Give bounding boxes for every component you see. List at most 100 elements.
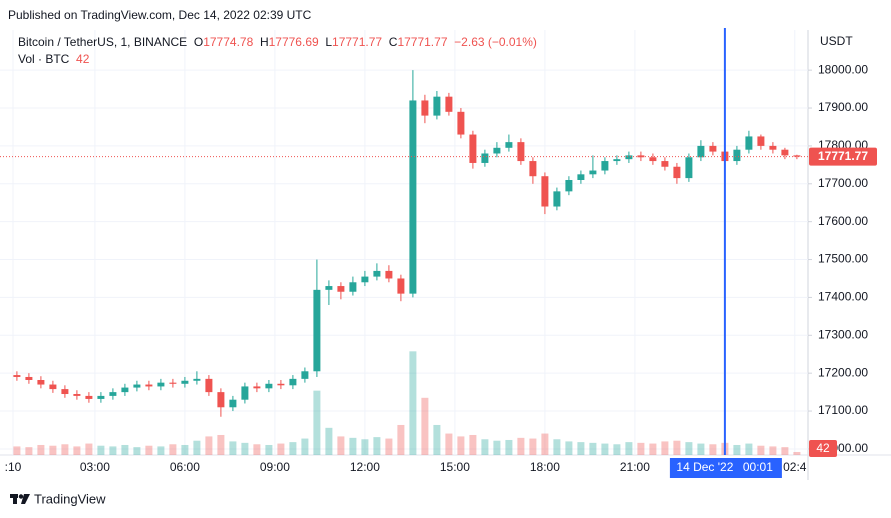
candle-body [697, 145, 705, 158]
y-tick-label: 17300.00 [818, 327, 868, 341]
volume-bar [61, 444, 69, 455]
x-tick-label: 02:4 [783, 460, 807, 474]
volume-bar [457, 436, 465, 455]
high-value: 17776.69 [268, 35, 319, 49]
volume-bar [637, 442, 645, 455]
volume-bar [157, 446, 165, 455]
volume-bar [541, 433, 549, 455]
volume-bar [481, 439, 489, 455]
candle-body [745, 136, 753, 150]
candle-body [793, 155, 801, 157]
candle-body [169, 382, 177, 384]
candle-body [469, 134, 477, 163]
volume-bar [49, 445, 57, 455]
candle-body [133, 384, 141, 388]
candle-body [769, 145, 777, 150]
volume-bar [361, 439, 369, 455]
candle-body [145, 384, 153, 387]
candle-body [613, 159, 621, 162]
volume-tag-label: 42 [816, 441, 830, 455]
volume-bar [337, 436, 345, 455]
volume-bar [553, 439, 561, 455]
x-tick-label: 06:00 [170, 460, 200, 474]
candle-body [289, 378, 297, 386]
candle-body [397, 278, 405, 294]
x-tick-label: 21:00 [620, 460, 650, 474]
logo [10, 494, 30, 504]
x-tick-label: 15:00 [440, 460, 470, 474]
change: −2.63 (−0.01%) [454, 35, 537, 49]
x-tick-label: 18:00 [530, 460, 560, 474]
candle-body [409, 100, 417, 294]
candle-body [529, 161, 537, 177]
candle-body [481, 153, 489, 163]
footer-brand: TradingView [34, 491, 106, 506]
candle-body [673, 166, 681, 179]
low-value: 17771.77 [332, 35, 383, 49]
volume-bar [517, 437, 525, 455]
candle-body [577, 174, 585, 180]
candle-body [325, 286, 333, 290]
volume-bar [301, 438, 309, 455]
volume-bar [469, 434, 477, 455]
candle-body [505, 142, 513, 148]
legend-line: Bitcoin / TetherUS, 1, BINANCE O17774.78… [18, 35, 537, 49]
y-tick-label: 17200.00 [818, 365, 868, 379]
volume-bar [745, 443, 753, 455]
volume-bar [685, 442, 693, 455]
candle-body [601, 161, 609, 171]
currency: USDT [820, 34, 853, 48]
y-tick-label: 17400.00 [818, 290, 868, 304]
candle-body [37, 380, 45, 385]
candle-body [241, 386, 249, 400]
candle-body [625, 155, 633, 160]
candle-body [361, 276, 369, 283]
y-tick-label: 17100.00 [818, 403, 868, 417]
low-label: L [325, 35, 333, 49]
crosshair-tag [669, 458, 782, 478]
volume-bar [505, 439, 513, 455]
volume-bar [673, 440, 681, 455]
y-tick-label: 17600.00 [818, 214, 868, 228]
volume-bar [229, 441, 237, 455]
candle-body [661, 161, 669, 167]
volume-bar [445, 433, 453, 455]
candle-body [337, 286, 345, 292]
volume-bar [433, 424, 441, 455]
volume-bar [73, 446, 81, 455]
y-tick-label: 17700.00 [818, 176, 868, 190]
high-label: H [259, 35, 269, 49]
candle-body [193, 378, 201, 381]
volume-bar [781, 447, 789, 455]
candle-body [13, 375, 21, 377]
volume-bar [181, 444, 189, 455]
candle-body [385, 270, 393, 279]
candle-body [313, 289, 321, 372]
candle-body [649, 157, 657, 162]
x-tick-label: 03:00 [80, 460, 110, 474]
candle-body [445, 96, 453, 112]
candle-body [229, 399, 237, 408]
candle-body [733, 149, 741, 162]
volume-bar [649, 443, 657, 455]
volume-bar [37, 444, 45, 455]
volume-bar [313, 390, 321, 455]
volume-bar [265, 444, 273, 455]
x-tick-label: :10 [5, 460, 22, 474]
volume-bar [733, 444, 741, 455]
x-tick-label: 09:00 [260, 460, 290, 474]
candle-body [541, 176, 549, 207]
candle-body [637, 155, 645, 158]
candle-body [433, 96, 441, 116]
volume-bar [217, 434, 225, 455]
candle-body [457, 111, 465, 135]
volume-bar [205, 436, 213, 455]
last-price-label: 17771.77 [818, 149, 868, 163]
volume-bar [529, 438, 537, 455]
candle-body [421, 100, 429, 116]
candle-body [553, 191, 561, 207]
published-note: Published on TradingView.com, Dec 14, 20… [8, 8, 312, 22]
volume-bar [769, 446, 777, 455]
volume-bar [697, 443, 705, 455]
volume-bar [757, 445, 765, 455]
